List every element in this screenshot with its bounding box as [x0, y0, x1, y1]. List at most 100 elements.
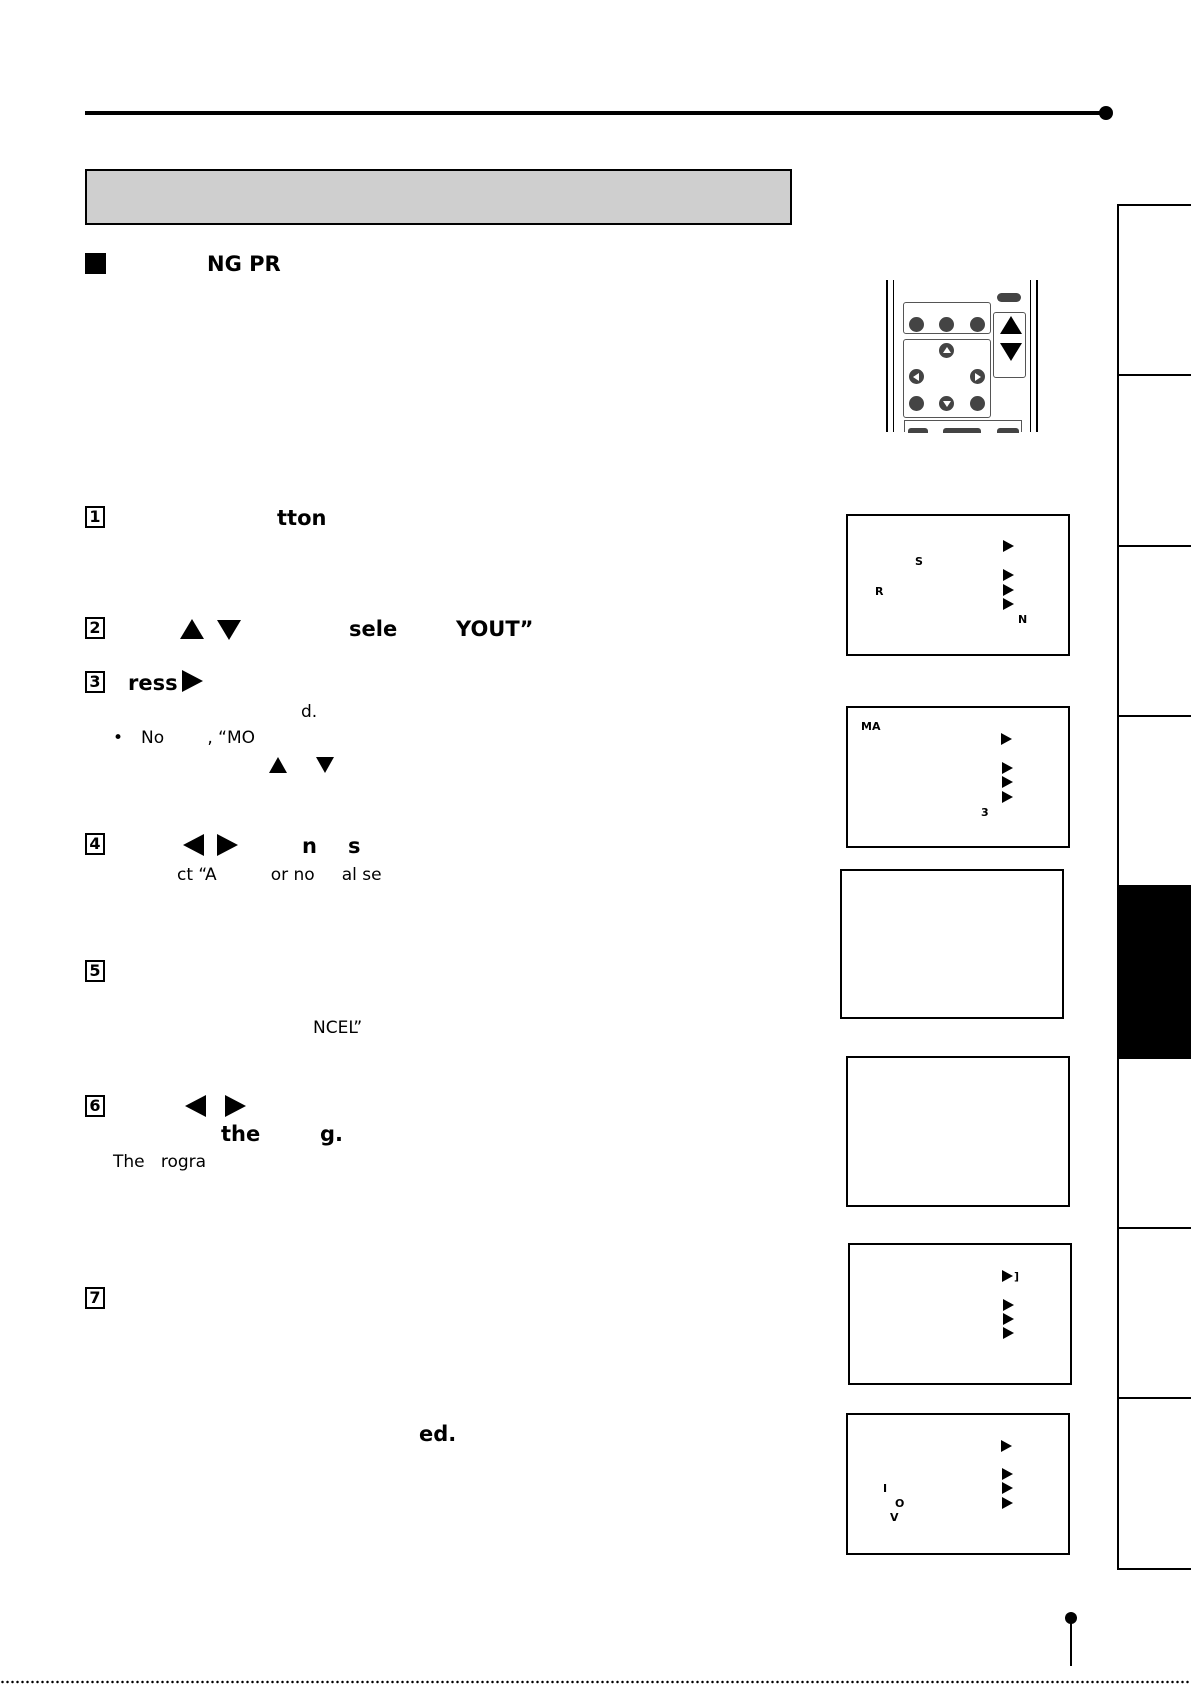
step-2-text-select: sele — [349, 617, 398, 641]
menu-arrow-icon — [1002, 776, 1013, 788]
remote-cursor-down-icon — [939, 396, 954, 411]
screen-menu-2 — [846, 706, 1070, 848]
step-number-5: 5 — [85, 960, 105, 982]
menu-arrow-icon — [1002, 1482, 1013, 1494]
side-tab-active — [1117, 885, 1191, 1059]
remote-button — [939, 317, 954, 332]
step-6-text-b: g. — [320, 1122, 344, 1146]
bullet: • — [113, 728, 124, 748]
remote-bottom-buttons — [904, 420, 1022, 432]
menu-arrow-icon — [1003, 1313, 1014, 1325]
menu-arrow-icon — [1003, 540, 1014, 552]
down-arrow-icon — [316, 757, 334, 773]
remote-volume-panel — [993, 312, 1026, 378]
side-tab-divider — [1117, 204, 1191, 206]
remote-up-icon — [1000, 316, 1022, 334]
screen-1-label: R — [875, 585, 884, 598]
remote-button — [970, 317, 985, 332]
bottom-dotted-edge — [0, 1680, 1191, 1684]
screen-menu-6 — [846, 1413, 1070, 1555]
menu-arrow-icon — [1002, 1468, 1013, 1480]
step-number-1: 1 — [85, 506, 105, 528]
screen-menu-5 — [848, 1243, 1072, 1385]
remote-cursor-up-icon — [939, 343, 954, 358]
left-arrow-icon — [185, 1095, 206, 1117]
step-5-note: NCEL” — [313, 1018, 363, 1038]
remote-body — [886, 280, 1038, 432]
step-3-bullet-text: No , “MO — [141, 728, 256, 748]
menu-arrow-icon — [1003, 1299, 1014, 1311]
side-tab-divider — [1117, 1568, 1191, 1570]
down-arrow-icon — [217, 620, 241, 640]
remote-cursor-right-icon — [970, 369, 985, 384]
screen-2-label: 3 — [981, 806, 989, 819]
step-1-text: tton — [277, 506, 327, 530]
section-title: NG PR — [207, 252, 281, 276]
step-4-text-b: s — [348, 834, 361, 858]
remote-button — [909, 317, 924, 332]
menu-arrow-icon — [1002, 762, 1013, 774]
menu-arrow-icon — [1001, 733, 1012, 745]
step-4-note: ct “A or no al se — [177, 865, 382, 885]
menu-arrow-icon — [1002, 791, 1013, 803]
remote-button — [970, 396, 985, 411]
step-7-text: ed. — [419, 1422, 457, 1446]
remote-cursor-panel — [903, 339, 991, 418]
up-arrow-icon — [269, 757, 287, 773]
page-marker-dot — [1065, 1612, 1077, 1624]
step-number-3: 3 — [85, 671, 105, 693]
menu-arrow-icon — [1003, 598, 1014, 610]
screen-1-label: S — [915, 555, 923, 568]
right-arrow-icon — [217, 834, 238, 856]
step-4-text-a: n — [302, 834, 317, 858]
screen-5-label: ] — [1014, 1270, 1020, 1283]
menu-arrow-icon — [1002, 1497, 1013, 1509]
menu-arrow-icon — [1001, 1440, 1012, 1452]
step-number-4: 4 — [85, 833, 105, 855]
side-tab-divider — [1117, 715, 1191, 717]
remote-cursor-left-icon — [909, 369, 924, 384]
remote-edge-right — [1030, 280, 1031, 432]
remote-pill-button — [997, 293, 1021, 302]
up-arrow-icon — [180, 619, 204, 639]
section-square-icon — [85, 253, 106, 274]
remote-bottom-key — [943, 428, 981, 433]
left-arrow-icon — [183, 834, 204, 856]
screen-2-label: MA — [861, 720, 881, 733]
right-arrow-icon — [225, 1095, 246, 1117]
header-bar — [85, 169, 792, 225]
screen-6-label: V — [890, 1511, 899, 1524]
side-tab-divider — [1117, 1227, 1191, 1229]
menu-arrow-icon — [1003, 1327, 1014, 1339]
top-rule-dot — [1099, 106, 1113, 120]
remote-edge-left — [893, 280, 894, 432]
remote-button — [909, 396, 924, 411]
step-3-note: d. — [301, 702, 318, 722]
menu-arrow-icon — [1002, 1270, 1013, 1282]
step-2-text-layout: YOUT” — [456, 617, 534, 641]
step-number-6: 6 — [85, 1095, 105, 1117]
top-rule — [85, 111, 1105, 115]
menu-arrow-icon — [1003, 584, 1014, 596]
screen-6-label: O — [895, 1497, 905, 1510]
step-3-text: ress — [128, 671, 178, 695]
step-number-7: 7 — [85, 1287, 105, 1309]
right-arrow-icon — [182, 670, 203, 692]
screen-menu-3 — [840, 869, 1064, 1019]
remote-bottom-key — [908, 428, 928, 433]
page-marker-stem — [1070, 1620, 1072, 1666]
screen-1-label: N — [1018, 613, 1028, 626]
menu-arrow-icon — [1003, 569, 1014, 581]
side-tab-divider — [1117, 545, 1191, 547]
remote-bottom-key — [997, 428, 1019, 433]
step-6-note: The rogra — [113, 1152, 207, 1172]
screen-menu-4 — [846, 1056, 1070, 1207]
step-number-2: 2 — [85, 617, 105, 639]
side-tab-divider — [1117, 374, 1191, 376]
step-6-text-a: the — [221, 1122, 261, 1146]
remote-top-panel — [903, 302, 991, 334]
screen-6-label: I — [883, 1482, 888, 1495]
remote-down-icon — [1000, 343, 1022, 361]
screen-menu-1 — [846, 514, 1070, 656]
side-tab-divider — [1117, 1397, 1191, 1399]
